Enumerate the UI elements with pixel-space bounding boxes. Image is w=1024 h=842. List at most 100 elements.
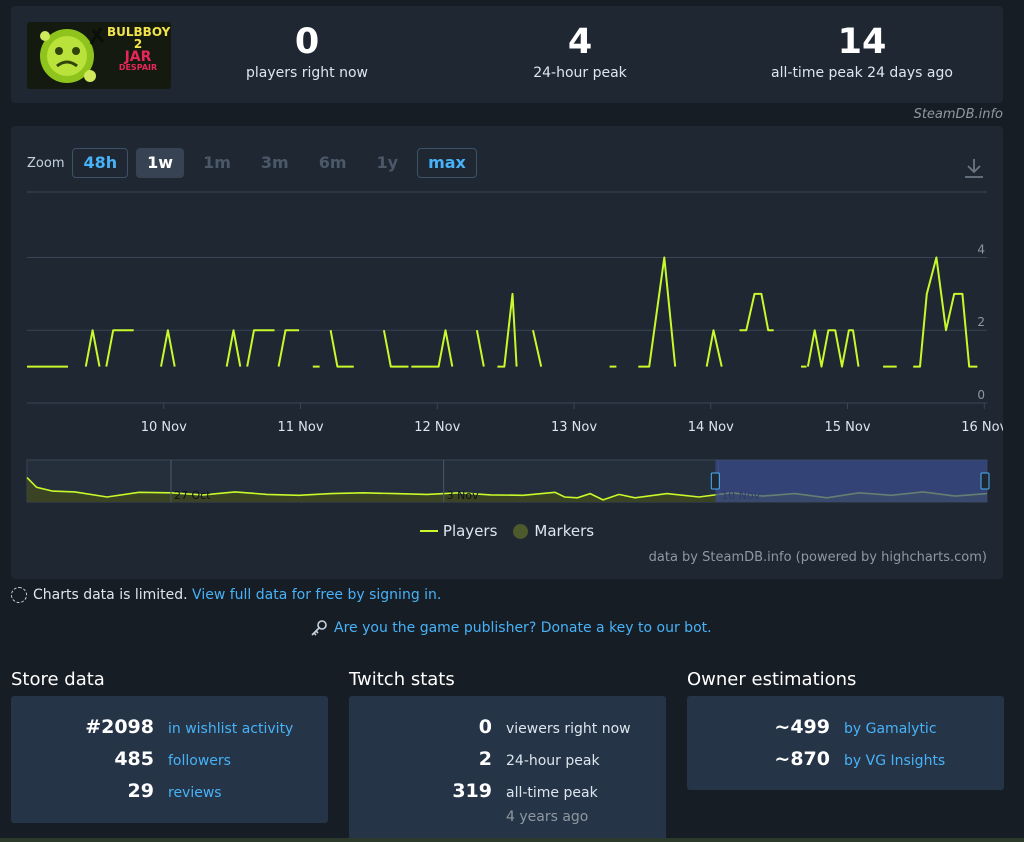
stat-24h-peak: 4 24-hour peak: [504, 24, 656, 81]
twitch-value: 2: [478, 748, 492, 770]
owner-estimations-title: Owner estimations: [687, 669, 857, 690]
sign-in-link[interactable]: View full data for free by signing in.: [192, 587, 442, 603]
stat-label: 24-hour peak: [533, 64, 627, 81]
players-line-segment: [84, 329, 101, 367]
players-line-segment: [475, 330, 485, 367]
zoom-button-max[interactable]: max: [417, 148, 477, 178]
store-row: #2098 in wishlist activity: [11, 716, 293, 738]
limited-data-notice: Charts data is limited. View full data f…: [11, 587, 441, 603]
x-tick-label: 12 Nov: [414, 420, 460, 435]
navigator-handle: [980, 472, 990, 490]
players-line-segment: [497, 292, 518, 368]
players-line-segment: [411, 329, 454, 368]
x-tick-label: 10 Nov: [141, 420, 187, 435]
game-logo-art: [27, 22, 171, 89]
twitch-label: 24-hour peak: [506, 753, 600, 769]
players-line-segment: [246, 329, 275, 367]
page-bottom-edge: [0, 838, 1024, 842]
chart-panel: Zoom 48h 1w 1m 3m 6m 1y max 0 2 4 10 Nov 11 …: [11, 126, 1003, 579]
zoom-button-6m[interactable]: 6m: [308, 148, 358, 178]
twitch-row: 2 24-hour peak: [349, 748, 600, 770]
logo-text: 2: [133, 37, 143, 51]
zoom-button-1y[interactable]: 1y: [366, 148, 410, 178]
y-tick-label: 4: [977, 242, 985, 256]
followers-link[interactable]: followers: [168, 753, 231, 769]
twitch-peak-ago: 4 years ago: [506, 809, 589, 825]
legend-item-markers[interactable]: Markers: [513, 522, 594, 540]
store-row: 485 followers: [11, 748, 231, 770]
y-tick-label: 2: [977, 315, 985, 329]
reviews-link[interactable]: reviews: [168, 785, 222, 801]
wishlist-link[interactable]: in wishlist activity: [168, 721, 294, 737]
store-row: 29 reviews: [11, 780, 222, 802]
players-line-segment: [913, 256, 978, 368]
x-tick-label: 13 Nov: [551, 420, 597, 435]
players-line-segment: [638, 256, 677, 368]
players-line-segment: [277, 329, 300, 367]
stat-all-time-peak: 14 all-time peak 24 days ago: [731, 24, 993, 81]
gamalytic-link[interactable]: by Gamalytic: [844, 721, 937, 737]
zoom-button-3m[interactable]: 3m: [250, 148, 300, 178]
navigator-tick-label: 27 Oct: [174, 489, 211, 502]
zoom-button-1m[interactable]: 1m: [192, 148, 242, 178]
x-tick-label: 15 Nov: [824, 420, 870, 435]
twitch-row: 0 viewers right now: [349, 716, 631, 738]
stat-value: 0: [294, 22, 320, 62]
legend-label: Players: [442, 522, 498, 540]
twitch-stats-title: Twitch stats: [349, 669, 455, 690]
zoom-button-48h[interactable]: 48h: [72, 148, 129, 178]
stat-label: all-time peak 24 days ago: [771, 64, 953, 81]
players-line-segment: [532, 329, 543, 367]
store-value: 485: [114, 748, 154, 770]
stats-header: BULBBOY 2 JAR DESPAIR 0 players right no…: [11, 6, 1003, 103]
legend-item-players[interactable]: Players: [419, 522, 498, 540]
navigator-handle: [710, 472, 720, 490]
zoom-controls: Zoom 48h 1w 1m 3m 6m 1y max: [27, 148, 485, 178]
store-data-card: #2098 in wishlist activity 485 followers…: [11, 696, 328, 823]
stat-value: 14: [837, 22, 887, 62]
navigator-tick-label: 3 Nov: [447, 489, 479, 502]
limited-text: Charts data is limited.: [33, 587, 188, 603]
owner-value: ~499: [774, 716, 830, 738]
twitch-label: all-time peak: [506, 785, 598, 801]
owner-row: ~499 by Gamalytic: [687, 716, 937, 738]
zoom-button-1w[interactable]: 1w: [136, 148, 185, 178]
players-line-segment: [225, 329, 242, 367]
chart-credit[interactable]: data by SteamDB.info (powered by highcha…: [648, 550, 987, 565]
logo-text: JAR: [124, 49, 152, 65]
player-count-chart[interactable]: 0 2 4 10 Nov 11 Nov 12 Nov 13 Nov 14 Nov 15 Nov 1…: [11, 126, 1003, 516]
owner-estimations-card: ~499 by Gamalytic ~870 by VG Insights: [687, 696, 1004, 790]
stat-value: 4: [567, 22, 593, 62]
logo-text: DESPAIR: [118, 63, 158, 72]
players-line-segment: [160, 329, 176, 367]
twitch-row: 319 all-time peak: [349, 780, 598, 802]
navigator-selection: [715, 460, 987, 502]
twitch-label: viewers right now: [506, 721, 631, 737]
twitch-stats-card: 0 viewers right now 2 24-hour peak 319 a…: [349, 696, 666, 842]
vg-insights-link[interactable]: by VG Insights: [844, 753, 946, 769]
twitch-value: 319: [452, 780, 492, 802]
owner-value: ~870: [774, 748, 830, 770]
x-tick-label: 11 Nov: [277, 420, 323, 435]
steamdb-credit[interactable]: SteamDB.info: [913, 107, 1003, 122]
y-tick-label: 0: [977, 388, 985, 402]
chart-legend: Players Markers: [11, 522, 1003, 540]
players-line-segment: [806, 329, 860, 368]
store-value: #2098: [85, 716, 154, 738]
players-line-segment: [705, 329, 723, 367]
store-value: 29: [127, 780, 154, 802]
store-data-title: Store data: [11, 669, 105, 690]
download-icon[interactable]: [963, 156, 985, 180]
legend-dot-swatch: [513, 523, 529, 539]
players-line-segment: [329, 330, 354, 368]
key-icon: [311, 620, 327, 636]
publisher-notice: Are you the game publisher? Donate a key…: [310, 619, 712, 637]
zoom-label: Zoom: [27, 155, 65, 171]
players-line-segment: [105, 329, 134, 367]
game-logo[interactable]: BULBBOY 2 JAR DESPAIR: [27, 22, 171, 89]
legend-label: Markers: [534, 522, 595, 540]
logo-text: BULBBOY: [107, 25, 171, 39]
twitch-value: 0: [478, 716, 492, 738]
x-tick-label: 16 Nov: [961, 420, 1003, 435]
donate-key-link[interactable]: Are you the game publisher? Donate a key…: [334, 620, 712, 636]
